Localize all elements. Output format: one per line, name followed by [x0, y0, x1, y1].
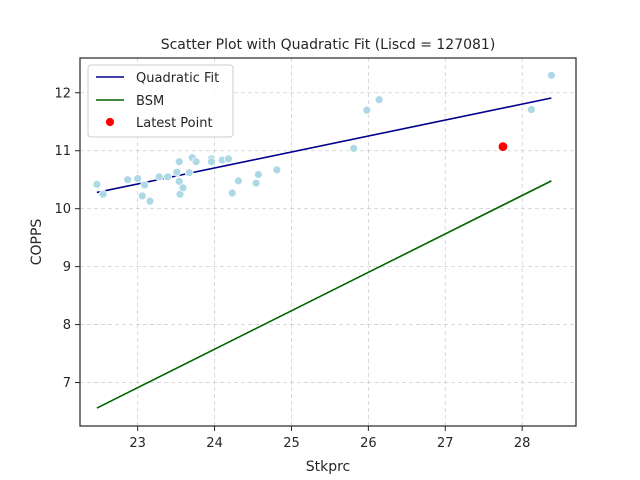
x-tick-label: 27	[437, 436, 454, 451]
scatter-point	[98, 189, 108, 199]
scatter-point	[154, 172, 164, 182]
series-line-quadratic-fit	[96, 97, 552, 194]
y-tick-label: 10	[54, 202, 71, 217]
y-tick-label: 9	[63, 260, 71, 275]
scatter-point	[123, 175, 133, 185]
scatter-point	[174, 177, 184, 186]
grid	[80, 58, 576, 426]
scatter-point	[224, 154, 233, 164]
scatter-point	[191, 157, 201, 167]
x-tick-label: 23	[129, 436, 146, 451]
legend: Quadratic Fit BSM Latest Point	[87, 64, 234, 138]
scatter-point	[174, 157, 184, 167]
scatter-point	[145, 196, 155, 206]
series-line-bsm	[96, 180, 552, 409]
x-ticks: 23 24 25 26 27 28	[129, 426, 530, 451]
scatter-point	[227, 188, 237, 198]
scatter-point	[362, 105, 372, 115]
scatter-point	[254, 170, 263, 179]
legend-label-bsm: BSM	[136, 94, 164, 109]
chart-title: Scatter Plot with Quadratic Fit (Liscd =…	[161, 37, 496, 53]
scatter-point	[374, 95, 384, 105]
y-tick-label: 8	[63, 318, 71, 333]
latest-point	[497, 141, 509, 152]
y-axis-label: COPPS	[29, 219, 45, 266]
legend-marker-latest-point	[105, 117, 115, 127]
scatter-point	[140, 180, 149, 190]
scatter-point	[172, 167, 182, 177]
x-tick-label: 24	[206, 436, 223, 451]
plot-frame	[79, 57, 577, 427]
y-tick-label: 11	[54, 144, 71, 159]
legend-label-quadratic-fit: Quadratic Fit	[136, 71, 219, 86]
scatter-point	[546, 70, 556, 80]
legend-label-latest-point: Latest Point	[136, 116, 213, 131]
scatter-point	[251, 178, 261, 188]
scatter-point	[526, 105, 536, 114]
scatter-point	[349, 144, 359, 153]
scatter-point	[178, 183, 188, 193]
x-tick-label: 26	[360, 436, 377, 451]
scatter-point	[184, 168, 194, 178]
y-tick-label: 7	[63, 376, 71, 391]
x-tick-label: 28	[514, 436, 531, 451]
y-ticks: 7 8 9 10 11 12	[54, 86, 80, 391]
scatter-point	[207, 157, 216, 167]
lines	[96, 97, 552, 409]
legend-box	[87, 64, 234, 138]
x-tick-label: 25	[283, 436, 300, 451]
x-axis-label: Stkprc	[306, 459, 351, 475]
scatter-point	[137, 191, 147, 201]
scatter-point	[133, 174, 143, 183]
scatter-point	[92, 179, 102, 189]
points	[92, 70, 556, 206]
y-tick-label: 12	[54, 86, 71, 101]
scatter-point	[272, 165, 282, 175]
scatter-point	[163, 172, 173, 182]
scatter-point	[234, 176, 243, 186]
